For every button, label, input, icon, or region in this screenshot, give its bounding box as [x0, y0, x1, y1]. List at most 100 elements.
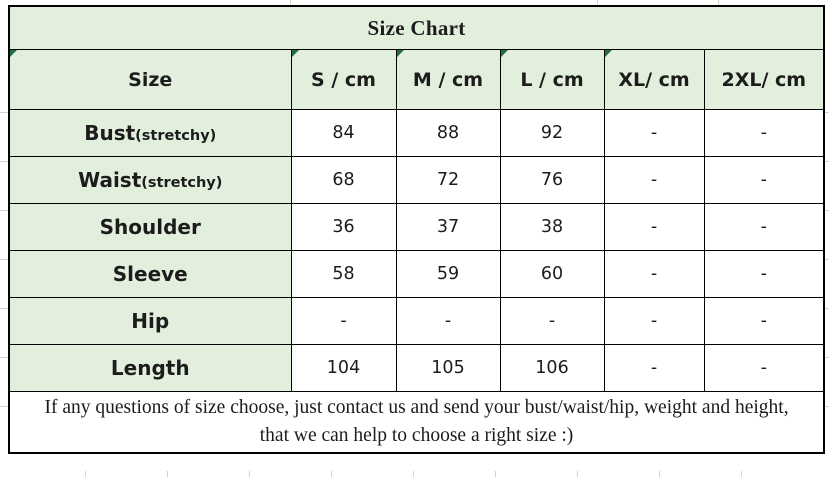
margin-gridline [824, 161, 829, 162]
column-header-size: Size [8, 49, 292, 110]
margin-gridline [85, 471, 86, 477]
header-row: Size S / cm M / cm L / cm XL/ cm 2XL/ cm [8, 49, 825, 110]
margin-gridline [0, 210, 8, 211]
row-label-text: Hip [131, 309, 170, 333]
size-chart-table: Size Chart Size S / cm M / cm L / cm XL/ cm 2… [8, 5, 826, 454]
margin-gridline [824, 210, 829, 211]
row-label-suffix: (stretchy) [141, 175, 223, 191]
table-row: Sleeve 58 59 60- - [8, 250, 825, 298]
table-row: Hip - - - - - [8, 297, 825, 345]
table-row: Bust(stretchy) 84 88 92- - [8, 109, 825, 157]
value-cell: - [703, 203, 825, 251]
margin-gridline [495, 471, 496, 477]
row-label-waist: Waist(stretchy) [8, 156, 292, 204]
corner-marker-icon [10, 50, 17, 57]
value-cell: - [290, 297, 397, 345]
margin-gridline [0, 308, 8, 309]
value-cell: - [603, 250, 705, 298]
column-header-label: L / cm [520, 68, 584, 91]
row-label-bust: Bust(stretchy) [8, 109, 292, 157]
title-row: Size Chart [8, 5, 825, 50]
value-cell: - [703, 109, 825, 157]
value-cell: - [395, 297, 501, 345]
value-cell: 92 [499, 109, 605, 157]
value-cell: 37 [395, 203, 501, 251]
corner-marker-icon [397, 50, 404, 57]
size-note: If any questions of size choose, just co… [8, 391, 825, 454]
column-header-label: XL/ cm [618, 68, 690, 91]
value-cell: 88 [395, 109, 501, 157]
row-label-length: Length [8, 344, 292, 392]
value-cell: 58 [290, 250, 397, 298]
table-row: Waist(stretchy) 68 72 76- - [8, 156, 825, 204]
margin-gridline [577, 471, 578, 477]
value-cell: - [703, 297, 825, 345]
row-label-text: Length [110, 356, 190, 380]
column-header-label: S / cm [311, 68, 376, 91]
value-cell: - [703, 344, 825, 392]
value-cell: - [603, 156, 705, 204]
value-cell: 104 [290, 344, 397, 392]
column-header-m-cm: M / cm [395, 49, 501, 110]
margin-gridline [331, 471, 332, 477]
margin-gridline [0, 357, 8, 358]
margin-gridline [0, 112, 8, 113]
margin-gridline [718, 0, 719, 5]
size-chart-title: Size Chart [8, 5, 825, 50]
column-header-label: M / cm [412, 68, 484, 91]
row-label-shoulder: Shoulder [8, 203, 292, 251]
column-header-label: 2XL/ cm [721, 68, 807, 91]
row-label-sleeve: Sleeve [8, 250, 292, 298]
margin-gridline [0, 161, 8, 162]
corner-marker-icon [292, 50, 299, 57]
value-cell: - [603, 203, 705, 251]
footer-row: If any questions of size choose, just co… [8, 391, 825, 454]
margin-gridline [824, 112, 829, 113]
row-label-hip: Hip [8, 297, 292, 345]
row-label-text: Shoulder [99, 215, 201, 239]
column-header-label: Size [128, 68, 173, 91]
value-cell: 38 [499, 203, 605, 251]
table-row: Shoulder 36 37 38- - [8, 203, 825, 251]
value-cell: 84 [290, 109, 397, 157]
value-cell: - [603, 344, 705, 392]
value-cell: - [603, 297, 705, 345]
value-cell: 59 [395, 250, 501, 298]
margin-gridline [413, 471, 414, 477]
column-header-xl-cm: XL/ cm [603, 49, 705, 110]
margin-gridline [824, 406, 829, 407]
column-header-s-cm: S / cm [290, 49, 397, 110]
margin-gridline [824, 308, 829, 309]
margin-gridline [249, 471, 250, 477]
value-cell: 76 [499, 156, 605, 204]
value-cell: 105 [395, 344, 501, 392]
margin-gridline [659, 471, 660, 477]
margin-gridline [597, 0, 598, 5]
value-cell: 72 [395, 156, 501, 204]
margin-gridline [167, 471, 168, 477]
row-label-text: Waist [78, 168, 142, 192]
column-header-2xl-cm: 2XL/ cm [703, 49, 825, 110]
value-cell: 60 [499, 250, 605, 298]
value-cell: - [703, 250, 825, 298]
value-cell: 106 [499, 344, 605, 392]
value-cell: 36 [290, 203, 397, 251]
size-note-line1: If any questions of size choose, just co… [44, 396, 789, 418]
corner-marker-icon [501, 50, 508, 57]
value-cell: 68 [290, 156, 397, 204]
margin-gridline [0, 259, 8, 260]
column-header-l-cm: L / cm [499, 49, 605, 110]
corner-marker-icon [605, 50, 612, 57]
margin-gridline [741, 471, 742, 477]
table-row: Length 104 105 106- - [8, 344, 825, 392]
margin-gridline [824, 259, 829, 260]
row-label-text: Bust [84, 121, 136, 145]
row-label-text: Sleeve [112, 262, 188, 286]
row-label-suffix: (stretchy) [135, 128, 217, 144]
size-note-line2: that we can help to choose a right size … [259, 425, 574, 446]
margin-gridline [0, 406, 8, 407]
margin-gridline [290, 0, 291, 5]
value-cell: - [603, 109, 705, 157]
value-cell: - [499, 297, 605, 345]
